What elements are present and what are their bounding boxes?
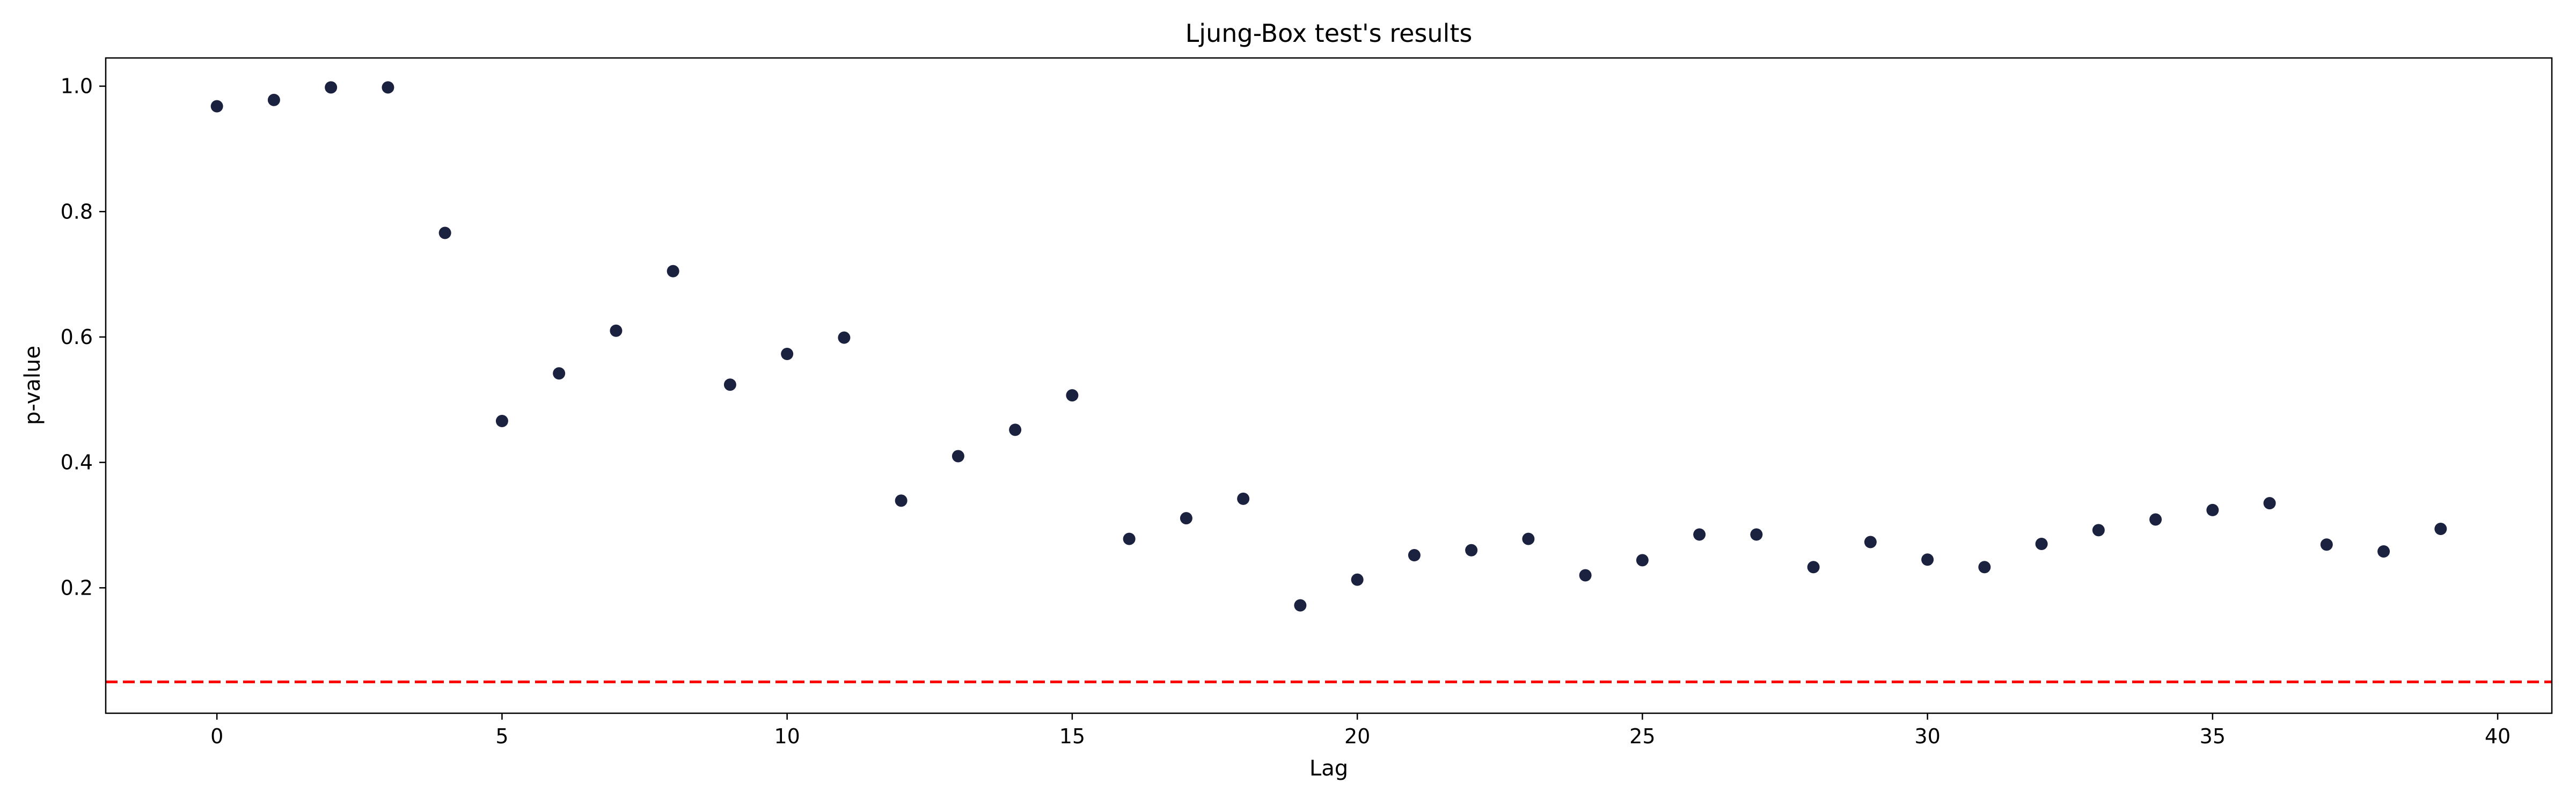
x-tick-label: 15 [1059,724,1085,748]
data-point [1693,528,1706,541]
data-point [610,324,623,337]
data-point [1066,389,1079,402]
data-point [1123,532,1136,545]
data-point [2320,538,2333,551]
data-point [1351,573,1364,586]
x-tick-label: 40 [2485,724,2511,748]
data-point [1408,549,1421,562]
y-axis-label: p-value [20,346,45,425]
data-point [2377,545,2390,558]
data-point [838,331,851,344]
x-tick-label: 35 [2200,724,2226,748]
data-point [1636,554,1649,567]
data-point [495,415,508,428]
data-point [2263,497,2276,510]
x-tick-label: 10 [774,724,800,748]
chart-title: Ljung-Box test's results [1185,19,1473,48]
x-tick-label: 20 [1344,724,1370,748]
data-point [267,93,280,106]
data-point [1237,492,1250,505]
y-tick-label: 0.8 [61,200,93,223]
data-point [1294,599,1307,612]
y-tick-label: 1.0 [61,75,93,98]
y-tick-label: 0.6 [61,325,93,349]
data-point [895,494,908,507]
data-point [2035,538,2048,551]
data-point [1579,569,1592,582]
data-point [952,450,964,463]
y-tick-label: 0.4 [61,451,93,474]
data-point [1009,423,1022,436]
x-tick-label: 5 [495,724,508,748]
data-point [1807,561,1820,574]
data-point [438,226,451,239]
data-point [2149,513,2162,526]
data-point [2434,522,2447,535]
plot-area-frame [105,57,2553,714]
x-tick-label: 0 [210,724,223,748]
data-point [2092,524,2105,537]
data-point [1750,528,1763,541]
data-point [2206,503,2219,516]
data-point [781,347,794,360]
data-point [1864,536,1877,548]
y-axis-ticks: 0.2 0.4 0.6 0.8 1.0 [61,75,106,599]
plot-area-background [106,58,2552,713]
x-axis-label: Lag [1309,756,1348,781]
data-point [553,367,566,380]
data-point [1921,553,1934,566]
data-point [210,100,223,113]
x-tick-label: 30 [1914,724,1940,748]
data-point [1522,532,1535,545]
data-point [667,265,679,277]
y-tick-label: 0.2 [61,576,93,599]
data-points [210,81,2447,612]
data-point [1465,544,1478,557]
data-point [1978,561,1991,574]
data-point [325,81,338,94]
data-point [723,378,736,391]
x-axis-ticks: 0 5 10 15 20 25 30 35 40 [210,713,2511,748]
x-tick-label: 25 [1629,724,1655,748]
data-point [382,81,394,94]
data-point [1180,512,1192,525]
